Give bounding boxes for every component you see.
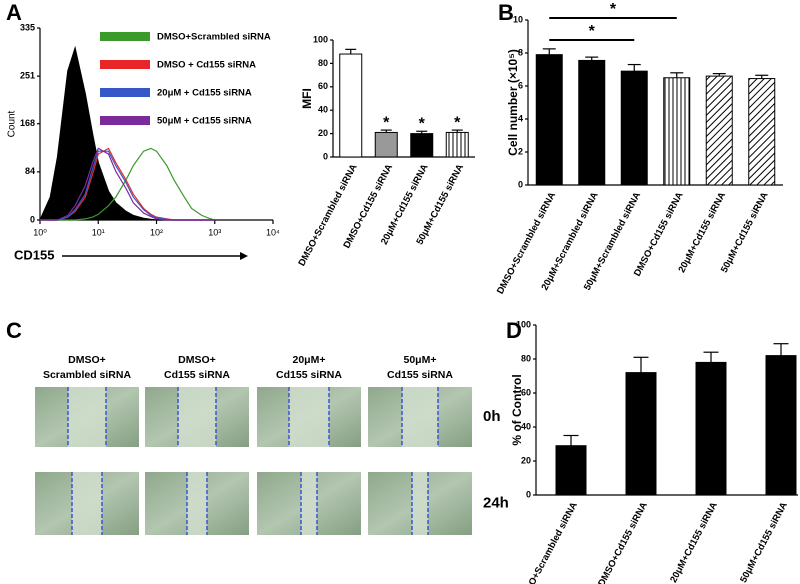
wound-gap [68, 387, 106, 447]
x-tick-label: 20μM+Cd155 siRNA [676, 190, 728, 274]
wound-gap [412, 472, 428, 535]
bar [374, 131, 398, 158]
wound-gap [402, 387, 438, 447]
wound-gap [289, 387, 329, 447]
column-label: Cd155 siRNA [276, 369, 342, 381]
column-label: Cd155 siRNA [387, 369, 453, 381]
column-label: 50μM+ [404, 354, 437, 366]
x-tick-label: 10⁰ [33, 227, 47, 237]
legend-swatch [100, 116, 150, 125]
x-axis-label: CD155 [14, 247, 54, 262]
y-tick-label: 60 [521, 387, 531, 397]
y-tick-label: 2 [518, 146, 523, 156]
y-tick-label: 0 [323, 151, 328, 161]
y-tick-label: 6 [518, 80, 523, 90]
y-tick-label: 80 [318, 58, 328, 68]
legend-label: DMSO + Cd155 siRNA [157, 60, 256, 71]
y-axis-label: % of Control [510, 374, 524, 445]
legend-swatch [100, 32, 150, 41]
y-tick-label: 60 [318, 81, 328, 91]
y-tick-label: 100 [313, 34, 328, 44]
row-label: 0h [483, 408, 501, 425]
x-tick-label: DMSO+Cd155 siRNA [596, 500, 650, 584]
y-axis-label: Cell number (×10⁵) [506, 49, 520, 156]
panel-label: D [506, 318, 522, 343]
y-tick-label: 20 [521, 455, 531, 465]
column-label: DMSO+ [178, 354, 216, 366]
bar [578, 59, 606, 186]
y-tick-label: 251 [20, 71, 35, 81]
bar [445, 131, 469, 158]
legend-label: 20μM + Cd155 siRNA [157, 88, 252, 99]
wound-gap [187, 472, 207, 535]
significance-mark: * [589, 23, 596, 40]
y-tick-label: 4 [518, 113, 523, 123]
x-tick-label: 10¹ [92, 227, 105, 237]
y-tick-label: 40 [521, 421, 531, 431]
panel-label: C [6, 318, 22, 343]
bar [705, 75, 733, 186]
column-label: Scrambled siRNA [43, 369, 132, 381]
bar [410, 133, 434, 158]
series-line [40, 147, 215, 221]
wound-gap [178, 387, 216, 447]
y-tick-label: 0 [526, 489, 531, 499]
legend-swatch [100, 60, 150, 69]
wound-gap [72, 472, 102, 535]
bar [620, 70, 648, 186]
x-tick-label: 20μM+Cd155 siRNA [668, 500, 720, 584]
significance-mark: * [610, 1, 617, 18]
column-label: Cd155 siRNA [164, 369, 230, 381]
bar [535, 54, 563, 186]
x-tick-label: DMSO+Scrambled siRNA [296, 162, 359, 268]
y-axis-label: MFI [300, 88, 314, 109]
bar [625, 372, 657, 496]
y-tick-label: 80 [521, 353, 531, 363]
y-tick-label: 84 [25, 166, 35, 176]
y-tick-label: 8 [518, 47, 523, 57]
y-tick-label: 20 [318, 128, 328, 138]
x-tick-label: 10³ [208, 227, 221, 237]
significance-mark: * [383, 114, 390, 131]
column-label: DMSO+ [68, 354, 106, 366]
panel-label: B [498, 0, 514, 25]
bar [339, 53, 363, 158]
x-tick-label: 10² [150, 227, 163, 237]
x-tick-label: 50μM+Cd155 siRNA [719, 190, 771, 274]
y-tick-label: 100 [516, 319, 531, 329]
legend-swatch [100, 88, 150, 97]
x-tick-label: 50μM+Cd155 siRNA [738, 500, 790, 584]
y-tick-label: 0 [30, 214, 35, 224]
y-tick-label: 335 [20, 22, 35, 32]
x-tick-label: 10⁴ [266, 227, 280, 237]
y-tick-label: 40 [318, 105, 328, 115]
bar [663, 77, 691, 186]
significance-mark: * [419, 115, 426, 132]
bar [765, 355, 797, 496]
legend-label: 50μM + Cd155 siRNA [157, 116, 252, 127]
row-label: 24h [483, 494, 509, 511]
series-line [40, 147, 215, 221]
legend-label: DMSO+Scrambled siRNA [157, 32, 271, 43]
x-axis-arrowhead [240, 252, 248, 260]
bar [555, 445, 587, 496]
significance-mark: * [454, 114, 461, 131]
bar [748, 78, 776, 186]
column-label: 20μM+ [293, 354, 326, 366]
bar [695, 361, 727, 496]
x-tick-label: DMSO+Scrambled siRNA [517, 500, 580, 584]
series-area [40, 48, 215, 220]
y-axis-label: Count [7, 110, 18, 137]
wound-gap [301, 472, 317, 535]
y-tick-label: 168 [20, 118, 35, 128]
y-tick-label: 0 [518, 179, 523, 189]
y-tick-label: 10 [513, 14, 523, 24]
panel-label: A [6, 0, 22, 25]
